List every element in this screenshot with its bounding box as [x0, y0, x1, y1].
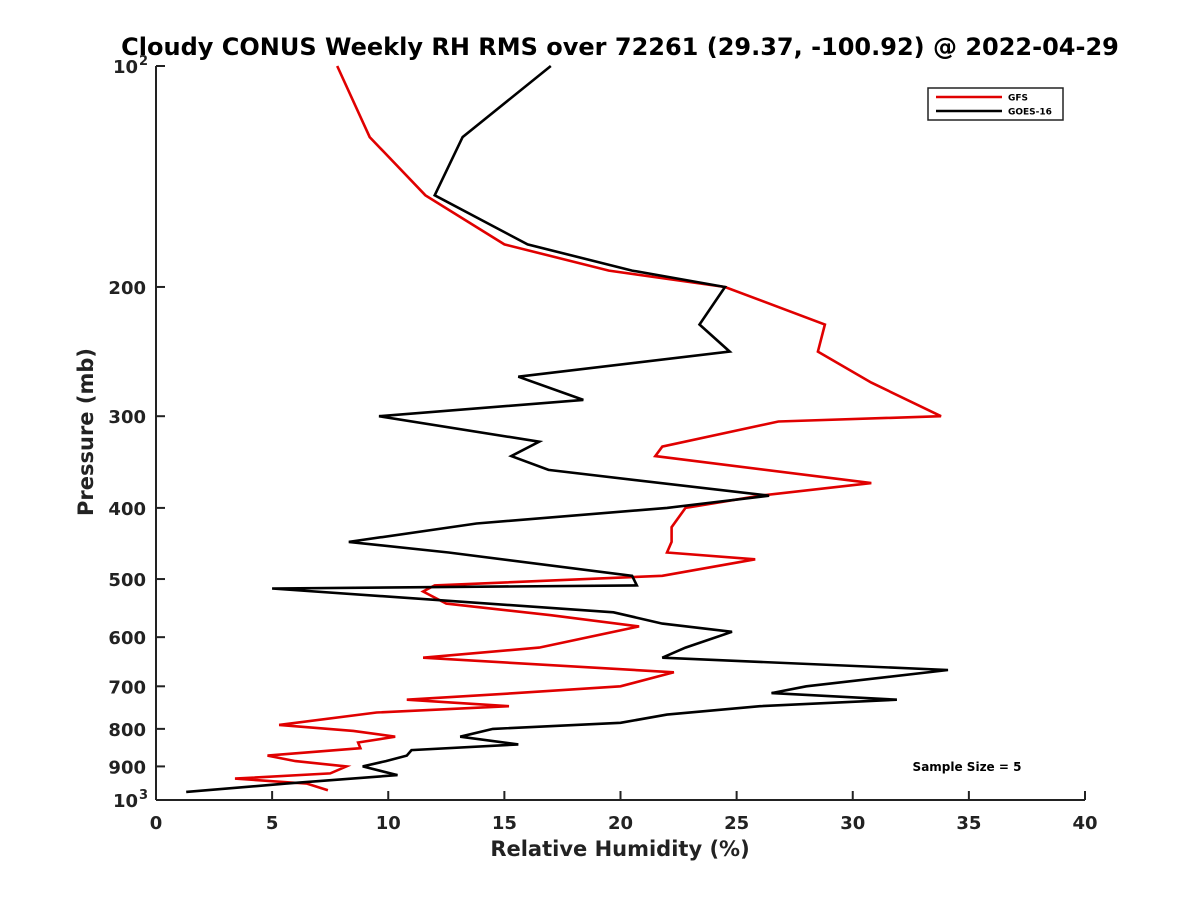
y-tick-label: 200 [108, 278, 146, 299]
series-layer [186, 64, 949, 794]
x-tick-label: 5 [266, 813, 279, 834]
legend-label-goes-16: GOES-16 [1008, 108, 1052, 118]
y-tick-label: 300 [108, 407, 146, 428]
series-line-goes-16 [186, 64, 949, 794]
y-tick-label: 400 [108, 499, 146, 520]
y-tick-label: 500 [108, 570, 146, 591]
y-axis-label: Pressure (mb) [74, 348, 98, 516]
plot-background [156, 66, 1085, 800]
x-tick-label: 30 [840, 813, 865, 834]
x-axis-label: Relative Humidity (%) [490, 837, 749, 861]
chart-title: Cloudy CONUS Weekly RH RMS over 72261 (2… [121, 33, 1119, 61]
y-tick-label: 800 [108, 720, 146, 741]
y-tick-exponent: 2 [139, 54, 148, 69]
y-tick-label: 10 [113, 791, 138, 812]
y-tick-exponent: 3 [139, 788, 148, 803]
x-tick-label: 40 [1072, 813, 1097, 834]
legend: GFS GOES-16 [927, 87, 1064, 121]
sample-size-annotation: Sample Size = 5 [913, 760, 1022, 774]
x-tick-label: 0 [150, 813, 163, 834]
x-tick-label: 25 [724, 813, 749, 834]
x-tick-label: 10 [376, 813, 401, 834]
x-tick-label: 15 [492, 813, 517, 834]
series-line-gfs [234, 65, 942, 792]
x-tick-label: 20 [608, 813, 633, 834]
legend-box [927, 87, 1064, 121]
legend-label-gfs: GFS [1008, 94, 1028, 104]
y-tick-label: 700 [108, 677, 146, 698]
y-tick-label: 10 [113, 57, 138, 78]
x-tick-label: 35 [956, 813, 981, 834]
y-tick-label: 900 [108, 757, 146, 778]
plot-area [156, 66, 1085, 800]
y-tick-label: 600 [108, 628, 146, 649]
